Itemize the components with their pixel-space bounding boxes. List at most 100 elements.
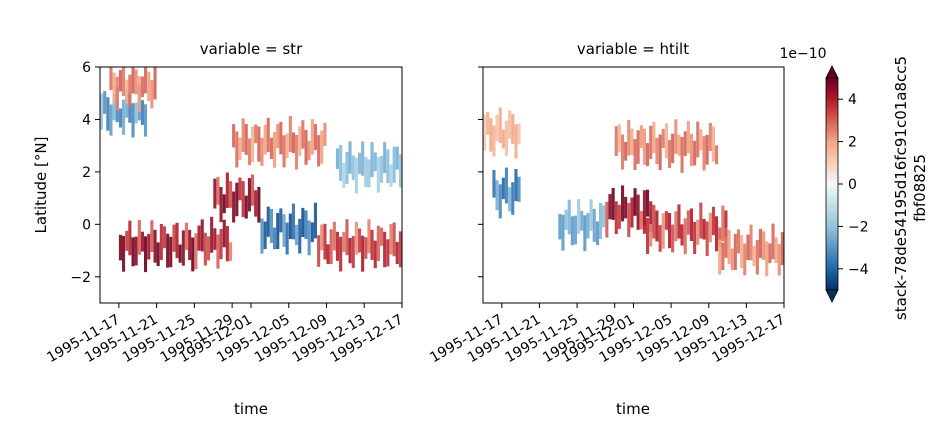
heat-cell <box>508 110 512 139</box>
heat-cell <box>561 214 565 251</box>
heat-cell <box>128 220 132 256</box>
heat-cell <box>348 238 352 264</box>
heat-cell <box>674 211 678 242</box>
heat-cell <box>386 149 390 184</box>
heat-cell <box>295 135 299 170</box>
heat-cell <box>304 129 308 165</box>
heat-cell <box>611 187 615 220</box>
heat-cell <box>140 231 144 252</box>
heat-cell <box>115 76 119 111</box>
heat-cell <box>175 222 179 259</box>
heat-cell <box>153 229 157 263</box>
y-ticks-htilt <box>478 66 483 278</box>
colorbar-label-line-2: fbf08825 <box>911 154 929 222</box>
heat-cell <box>128 74 132 108</box>
heat-cell <box>373 152 377 172</box>
heat-cell <box>367 219 371 254</box>
heat-cell <box>624 196 628 219</box>
x-ticks-str: 1995-11-171995-11-211995-11-251995-11-29… <box>44 303 406 366</box>
heat-cell <box>642 128 646 165</box>
heat-cell <box>730 248 734 271</box>
heat-cell <box>122 99 126 135</box>
heat-cell <box>636 130 640 164</box>
heat-cell <box>156 242 160 267</box>
heat-cell <box>260 138 264 166</box>
heat-cell <box>752 245 756 266</box>
heat-cell <box>743 243 747 276</box>
heat-cell <box>345 151 349 184</box>
heat-cell <box>583 215 587 252</box>
heat-cell <box>134 236 138 266</box>
heat-cell <box>244 195 248 219</box>
heat-cell <box>777 243 781 276</box>
heat-cell <box>746 234 750 260</box>
heat-cell <box>642 210 646 234</box>
heat-cell <box>354 157 358 194</box>
heat-cell <box>172 224 176 252</box>
heat-cell <box>298 218 302 254</box>
heat-cell <box>661 213 665 249</box>
heat-cell <box>140 100 144 125</box>
heat-cell <box>639 211 643 230</box>
heat-cell <box>392 222 396 257</box>
heat-cell <box>273 227 277 250</box>
heat-cell <box>718 227 722 247</box>
heat-cell <box>260 218 264 254</box>
heat-cell <box>683 218 687 255</box>
heat-cell <box>630 197 634 228</box>
heat-cell <box>326 244 330 264</box>
heat-cell <box>298 126 302 156</box>
heat-cell <box>219 187 223 223</box>
heat-cell <box>376 225 380 261</box>
heat-cell <box>383 231 387 268</box>
heat-cell <box>257 187 261 223</box>
colorbar-ticks: −4 −2 0 2 4 <box>838 92 869 278</box>
heat-cell <box>282 135 286 168</box>
heat-cell <box>699 202 703 239</box>
heat-cell <box>144 104 148 137</box>
heat-cell <box>674 119 678 154</box>
heat-cell <box>285 133 289 159</box>
heat-cell <box>210 216 214 253</box>
heat-cell <box>244 124 248 155</box>
heat-cell <box>508 187 512 212</box>
heat-cell <box>282 214 286 247</box>
colorbar-tick-label: 0 <box>848 177 857 193</box>
heat-cell <box>489 118 493 152</box>
heat-cell <box>134 69 138 95</box>
heat-cell <box>614 201 618 234</box>
y-tick-label: 4 <box>82 112 91 128</box>
heat-cell <box>247 138 251 166</box>
heat-cell <box>313 124 317 151</box>
heat-cell <box>229 242 233 261</box>
heat-cell <box>128 93 132 123</box>
heat-cell <box>251 174 255 206</box>
heat-cell <box>693 221 697 254</box>
heat-cell <box>358 152 362 174</box>
heat-cell <box>332 221 336 251</box>
heat-cell <box>273 131 277 168</box>
heat-cell <box>511 182 515 215</box>
heat-cell <box>285 222 289 255</box>
heat-cell <box>225 226 229 262</box>
heat-cell <box>646 189 650 217</box>
heat-cell <box>323 223 327 260</box>
heat-cell <box>188 229 192 261</box>
heat-cell <box>169 236 173 268</box>
heat-cell <box>254 124 258 144</box>
heat-cell <box>307 220 311 256</box>
colorbar-tick-label: −4 <box>848 262 869 278</box>
heat-cell <box>317 135 321 167</box>
heat-cell <box>702 136 706 171</box>
heat-cell <box>291 203 295 240</box>
heat-cell <box>705 134 709 165</box>
heat-cell <box>762 231 766 260</box>
heat-cell <box>266 206 270 237</box>
heat-cell <box>708 212 712 243</box>
heat-cell <box>652 204 656 239</box>
heat-cell <box>386 239 390 267</box>
heat-cell <box>718 239 722 275</box>
heat-cell <box>269 137 273 159</box>
heat-cell <box>100 93 104 130</box>
heat-cell <box>498 184 502 219</box>
